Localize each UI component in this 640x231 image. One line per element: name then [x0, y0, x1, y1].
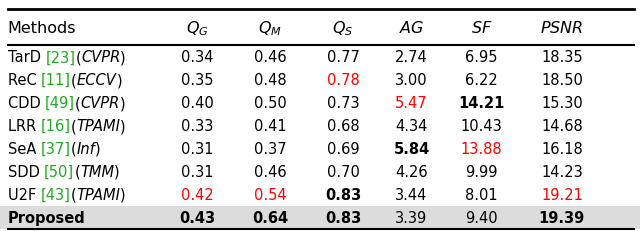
Text: (: (: [70, 187, 76, 202]
Text: 5.84: 5.84: [394, 141, 429, 156]
Text: 0.37: 0.37: [254, 141, 286, 156]
Text: ): ): [120, 119, 126, 134]
Text: $AG$: $AG$: [399, 20, 424, 36]
Text: U2F: U2F: [8, 187, 40, 202]
Text: 0.34: 0.34: [181, 50, 213, 65]
Text: 0.50: 0.50: [253, 96, 287, 111]
Text: 0.40: 0.40: [180, 96, 214, 111]
Text: 0.73: 0.73: [327, 96, 359, 111]
Text: SeA: SeA: [8, 141, 41, 156]
Text: 13.88: 13.88: [460, 141, 502, 156]
Text: 0.83: 0.83: [325, 210, 361, 225]
Text: 4.26: 4.26: [396, 164, 428, 179]
Text: 0.43: 0.43: [179, 210, 215, 225]
Text: [16]: [16]: [40, 119, 70, 134]
Text: 14.21: 14.21: [458, 96, 504, 111]
Text: SDD: SDD: [8, 164, 44, 179]
Text: 0.35: 0.35: [181, 73, 213, 88]
Bar: [0, 206, 640, 229]
Text: 0.54: 0.54: [254, 187, 286, 202]
Text: LRR: LRR: [8, 119, 40, 134]
Text: [23]: [23]: [45, 50, 76, 65]
Text: 3.39: 3.39: [396, 210, 428, 225]
Text: 0.68: 0.68: [327, 119, 359, 134]
Text: 2.74: 2.74: [395, 50, 428, 65]
Text: 6.95: 6.95: [465, 50, 497, 65]
Text: 0.64: 0.64: [252, 210, 288, 225]
Text: Proposed: Proposed: [8, 210, 85, 225]
Text: TarD: TarD: [8, 50, 45, 65]
Text: $PSNR$: $PSNR$: [540, 20, 584, 36]
Text: 0.42: 0.42: [180, 187, 214, 202]
Text: 5.47: 5.47: [396, 96, 428, 111]
Text: 0.41: 0.41: [254, 119, 286, 134]
Text: 0.33: 0.33: [181, 119, 213, 134]
Text: (: (: [75, 96, 81, 111]
Text: (: (: [76, 50, 81, 65]
Text: 18.35: 18.35: [541, 50, 583, 65]
Text: TMM: TMM: [80, 164, 114, 179]
Text: CVPR: CVPR: [81, 96, 120, 111]
Text: ): ): [120, 187, 126, 202]
Text: 0.46: 0.46: [254, 50, 286, 65]
Text: [50]: [50]: [44, 164, 74, 179]
Text: 0.69: 0.69: [327, 141, 359, 156]
Text: 0.83: 0.83: [325, 187, 361, 202]
Text: [11]: [11]: [41, 73, 71, 88]
Text: $Q_M$: $Q_M$: [258, 19, 282, 38]
Text: 4.34: 4.34: [396, 119, 428, 134]
Text: 9.40: 9.40: [465, 210, 497, 225]
Text: 10.43: 10.43: [460, 119, 502, 134]
Text: 8.01: 8.01: [465, 187, 497, 202]
Text: (: (: [74, 164, 80, 179]
Text: ): ): [95, 141, 101, 156]
Text: 0.46: 0.46: [254, 164, 286, 179]
Text: 14.68: 14.68: [541, 119, 583, 134]
Text: 0.31: 0.31: [181, 164, 213, 179]
Text: (: (: [71, 73, 77, 88]
Text: 0.70: 0.70: [326, 164, 360, 179]
Text: 19.39: 19.39: [539, 210, 585, 225]
Text: 3.44: 3.44: [396, 187, 428, 202]
Text: 0.77: 0.77: [326, 50, 360, 65]
Text: Inf: Inf: [76, 141, 95, 156]
Text: $SF$: $SF$: [470, 20, 492, 36]
Text: $Q_S$: $Q_S$: [332, 19, 354, 38]
Text: 19.21: 19.21: [541, 187, 583, 202]
Text: $Q_G$: $Q_G$: [186, 19, 209, 38]
Text: ): ): [120, 50, 126, 65]
Text: [37]: [37]: [41, 141, 70, 156]
Text: 15.30: 15.30: [541, 96, 583, 111]
Text: 0.48: 0.48: [254, 73, 286, 88]
Text: (: (: [70, 119, 76, 134]
Text: 16.18: 16.18: [541, 141, 583, 156]
Text: CDD: CDD: [8, 96, 45, 111]
Text: [43]: [43]: [40, 187, 70, 202]
Text: ): ): [114, 164, 120, 179]
Text: 0.31: 0.31: [181, 141, 213, 156]
Text: ): ): [116, 73, 122, 88]
Text: 3.00: 3.00: [396, 73, 428, 88]
Text: TPAMI: TPAMI: [76, 119, 120, 134]
Text: 18.50: 18.50: [541, 73, 583, 88]
Text: Methods: Methods: [8, 21, 76, 36]
Text: [49]: [49]: [45, 96, 75, 111]
Text: 9.99: 9.99: [465, 164, 497, 179]
Text: (: (: [70, 141, 76, 156]
Text: TPAMI: TPAMI: [76, 187, 120, 202]
Text: ECCV: ECCV: [77, 73, 116, 88]
Text: ): ): [120, 96, 125, 111]
Text: CVPR: CVPR: [81, 50, 120, 65]
Text: ReC: ReC: [8, 73, 41, 88]
Text: 6.22: 6.22: [465, 73, 498, 88]
Text: 0.78: 0.78: [326, 73, 360, 88]
Text: 14.23: 14.23: [541, 164, 583, 179]
